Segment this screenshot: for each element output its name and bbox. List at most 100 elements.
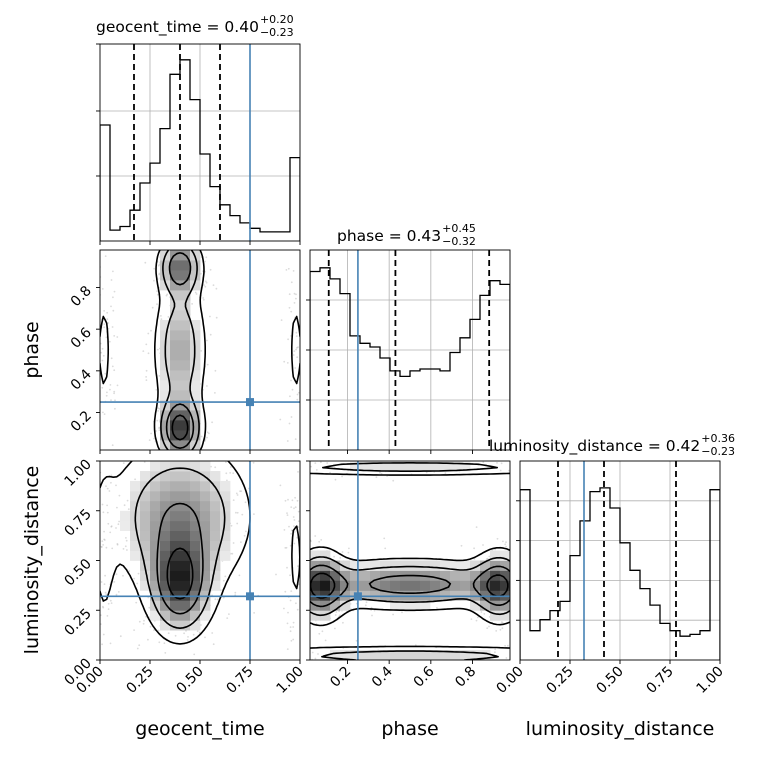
sample-point xyxy=(107,602,110,605)
sample-point xyxy=(341,551,344,553)
density-cell xyxy=(320,550,331,561)
sample-point xyxy=(444,472,447,475)
sample-point xyxy=(290,532,292,535)
density-cell xyxy=(180,290,191,301)
sample-point xyxy=(341,475,343,478)
sample-point xyxy=(293,302,296,304)
sample-point xyxy=(157,629,160,632)
sample-point xyxy=(505,545,507,548)
density-cell xyxy=(130,490,141,502)
sample-point xyxy=(148,606,151,609)
sample-point xyxy=(499,469,502,472)
sample-point xyxy=(488,555,491,558)
sample-point xyxy=(290,379,292,382)
tick-label: 0.75 xyxy=(61,506,94,539)
sample-point xyxy=(334,478,337,481)
density-cell xyxy=(350,650,361,660)
sample-point xyxy=(338,610,340,613)
density-cell xyxy=(500,560,510,571)
contour-level xyxy=(171,414,189,441)
sample-point xyxy=(287,498,289,501)
sample-point xyxy=(163,642,166,645)
sample-point xyxy=(288,525,290,528)
density-cell xyxy=(500,550,510,561)
density-cell xyxy=(430,580,441,591)
sample-point xyxy=(290,416,293,418)
density-cell xyxy=(130,480,141,492)
sample-point xyxy=(293,292,296,295)
sample-point xyxy=(214,392,216,394)
sample-point xyxy=(124,545,127,548)
density-cell xyxy=(190,430,201,441)
density-cell xyxy=(140,490,151,502)
sample-point xyxy=(200,272,202,275)
sample-point xyxy=(240,490,243,493)
sample-point xyxy=(107,522,110,525)
sample-point xyxy=(226,617,229,619)
density-cell xyxy=(180,390,191,401)
axis-label: geocent_time xyxy=(135,718,264,740)
density-cell xyxy=(190,530,201,541)
sample-point xyxy=(211,632,214,634)
density-cell xyxy=(470,560,481,571)
sample-point xyxy=(252,461,255,464)
sample-point xyxy=(287,338,289,341)
density-cell xyxy=(180,580,191,591)
sample-point xyxy=(125,539,128,542)
sample-point xyxy=(110,279,113,281)
sample-point xyxy=(495,630,498,632)
sample-point xyxy=(500,621,503,623)
sample-point xyxy=(116,506,118,509)
sample-point xyxy=(475,619,478,622)
density-cell xyxy=(420,580,431,591)
density-cell xyxy=(360,650,371,660)
sample-point xyxy=(289,626,292,629)
sample-point xyxy=(204,285,207,288)
sample-point xyxy=(291,388,294,391)
sample-point xyxy=(232,499,235,501)
sample-point xyxy=(113,290,116,293)
sample-point xyxy=(112,296,114,299)
sample-point xyxy=(290,639,293,642)
sample-point xyxy=(127,508,130,511)
sample-point xyxy=(373,609,376,612)
density-cell xyxy=(210,471,221,482)
density-cell xyxy=(140,570,151,581)
sample-point xyxy=(155,388,158,391)
sample-point xyxy=(103,326,106,329)
density-cell xyxy=(440,650,451,660)
sample-point xyxy=(238,574,241,577)
sample-point xyxy=(294,438,297,440)
sample-point xyxy=(164,652,167,654)
sample-point xyxy=(116,384,119,387)
sample-point xyxy=(106,511,109,514)
sample-point xyxy=(236,522,239,525)
sample-point xyxy=(106,615,109,617)
sample-point xyxy=(122,574,124,577)
sample-point xyxy=(293,519,296,521)
sample-point xyxy=(508,469,510,472)
density-cell xyxy=(130,500,141,512)
sample-point xyxy=(286,514,289,516)
sample-point xyxy=(101,347,104,350)
sample-point xyxy=(290,590,293,592)
density-cell xyxy=(170,600,181,611)
sample-point xyxy=(109,531,112,534)
sample-point xyxy=(320,461,322,464)
sample-point xyxy=(160,315,162,317)
sample-point xyxy=(204,636,206,639)
density-cell xyxy=(170,260,181,271)
sample-point xyxy=(290,310,293,313)
sample-point xyxy=(314,657,317,660)
sample-point xyxy=(117,591,120,593)
sample-point xyxy=(375,476,378,479)
sample-point xyxy=(208,432,210,435)
sample-point xyxy=(191,303,194,305)
density-cell xyxy=(390,461,401,472)
truth-layer xyxy=(100,44,585,660)
density-cell xyxy=(170,550,181,561)
sample-point xyxy=(342,621,344,624)
sample-point xyxy=(104,574,106,577)
density-cell xyxy=(350,560,361,571)
sample-point xyxy=(488,625,490,628)
